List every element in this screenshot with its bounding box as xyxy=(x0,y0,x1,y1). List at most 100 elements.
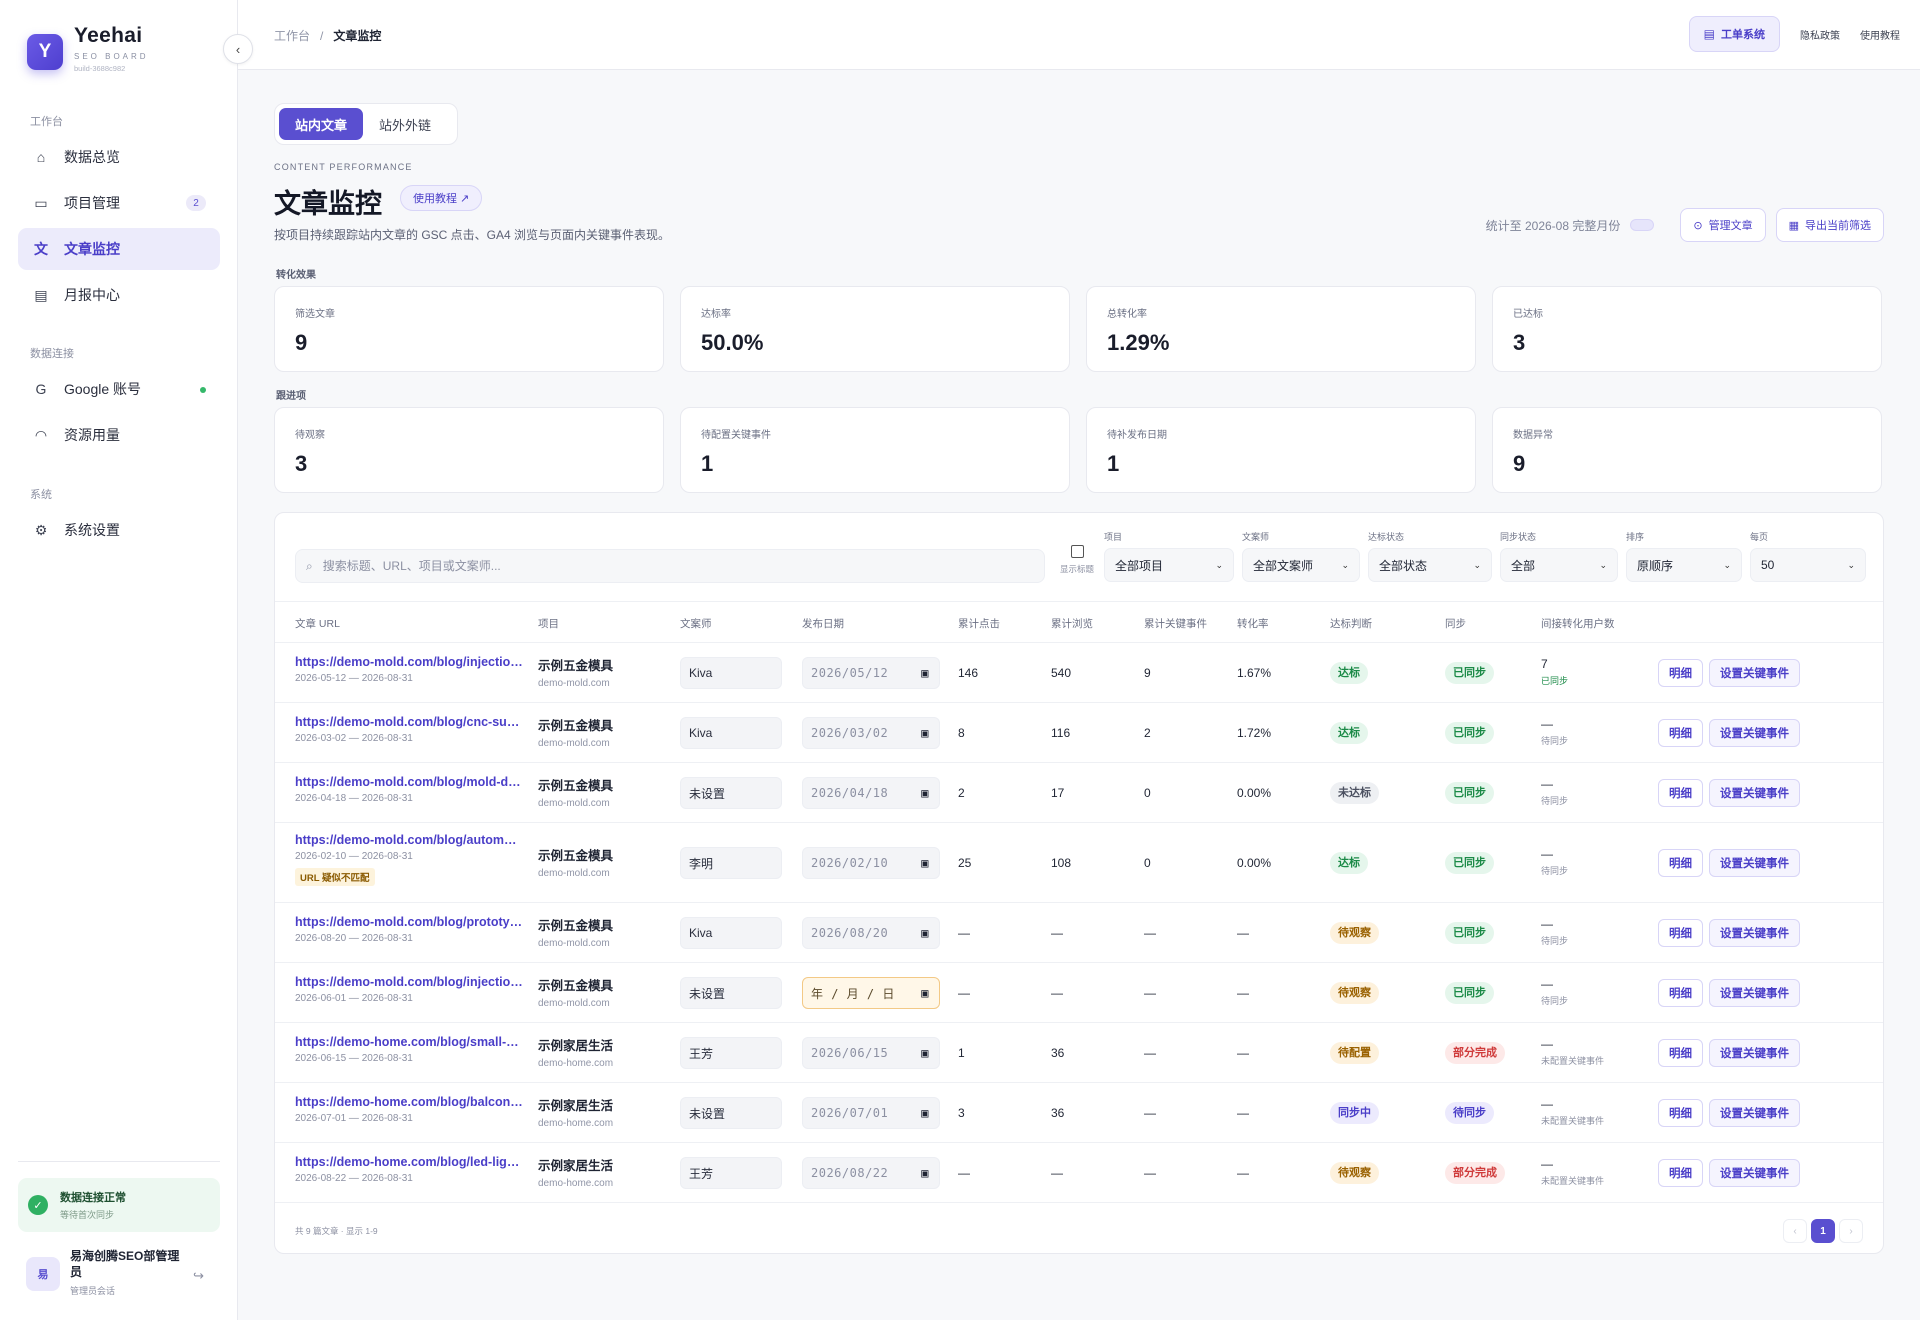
sort-select[interactable]: 原顺序 ⌄ xyxy=(1626,548,1742,582)
calendar-icon[interactable]: ▣ xyxy=(921,856,929,870)
calendar-icon[interactable]: ▣ xyxy=(921,1046,929,1060)
search-input[interactable] xyxy=(322,559,1003,573)
period-toggle[interactable] xyxy=(1630,219,1655,231)
publish-date-input[interactable]: 2026/06/15 ▣ xyxy=(802,1037,940,1069)
project-name: 示例五金模具 xyxy=(538,779,614,793)
detail-button[interactable]: 明细 xyxy=(1658,849,1703,877)
sidebar-item-google[interactable]: G Google 账号 xyxy=(18,368,220,410)
column-header: 发布日期 xyxy=(802,618,844,630)
writer-field[interactable]: 王芳 xyxy=(680,1037,782,1069)
set-key-event-button[interactable]: 设置关键事件 xyxy=(1709,719,1800,747)
sidebar-item-overview[interactable]: ⌂ 数据总览 xyxy=(18,136,220,178)
google-icon: G xyxy=(35,381,47,397)
set-key-event-button[interactable]: 设置关键事件 xyxy=(1709,979,1800,1007)
detail-button[interactable]: 明细 xyxy=(1658,979,1703,1007)
publish-date-input[interactable]: 2026/04/18 ▣ xyxy=(802,777,940,809)
events-value: — xyxy=(1144,986,1156,1000)
brand[interactable]: Y Yeehai SEO BOARD build-3688c982 xyxy=(27,24,149,73)
detail-button[interactable]: 明细 xyxy=(1658,919,1703,947)
sidebar-item-settings[interactable]: ⚙ 系统设置 xyxy=(18,509,220,551)
target-status-badge: 同步中 xyxy=(1330,1102,1379,1124)
sidebar-item-usage[interactable]: ◠ 资源用量 xyxy=(18,414,220,456)
detail-button[interactable]: 明细 xyxy=(1658,779,1703,807)
set-key-event-button[interactable]: 设置关键事件 xyxy=(1709,849,1800,877)
date-value: 2026/08/22 xyxy=(811,1166,889,1180)
manage-articles-button[interactable]: ⊙ 管理文章 xyxy=(1680,208,1766,242)
calendar-icon[interactable]: ▣ xyxy=(921,926,929,940)
writer-select[interactable]: 全部文案师 ⌄ xyxy=(1242,548,1360,582)
search-box[interactable]: ⌕ xyxy=(295,549,1045,583)
publish-date-input[interactable]: 2026/08/22 ▣ xyxy=(802,1157,940,1189)
article-url-link[interactable]: https://demo-mold.com/blog/injection-mol… xyxy=(295,655,523,669)
article-url-link[interactable]: https://demo-home.com/blog/led-lighting xyxy=(295,1155,523,1169)
logout-icon[interactable]: ↪ xyxy=(193,1268,204,1283)
column-header: 累计关键事件 xyxy=(1144,618,1207,630)
sidebar-item-article-monitor[interactable]: 文 文章监控 xyxy=(18,228,220,270)
sidebar-item-reports[interactable]: ▤ 月报中心 xyxy=(18,274,220,316)
writer-field[interactable]: 王芳 xyxy=(680,1157,782,1189)
writer-field[interactable]: 未设置 xyxy=(680,777,782,809)
table-row: https://demo-home.com/blog/balcony-garde… xyxy=(275,1083,1883,1143)
article-url-link[interactable]: https://demo-mold.com/blog/automotive-mo… xyxy=(295,833,523,847)
tab-onsite-articles[interactable]: 站内文章 xyxy=(279,108,364,140)
publish-date-input[interactable]: 年 / 月 / 日 ▣ xyxy=(802,977,940,1009)
show-title-toggle[interactable]: 显示标题 xyxy=(1055,545,1099,575)
tutorial-link[interactable]: 使用教程 xyxy=(1860,30,1900,42)
next-page-button[interactable]: › xyxy=(1839,1219,1863,1243)
breadcrumb-item[interactable]: 工作台 xyxy=(274,29,311,43)
tab-external-links[interactable]: 站外外链 xyxy=(363,108,447,140)
calendar-icon[interactable]: ▣ xyxy=(921,726,929,740)
writer-field[interactable]: 未设置 xyxy=(680,1097,782,1129)
calendar-icon[interactable]: ▣ xyxy=(921,1166,929,1180)
calendar-icon[interactable]: ▣ xyxy=(921,1106,929,1120)
collapse-sidebar-button[interactable]: ‹ xyxy=(223,34,253,64)
writer-field[interactable]: Kiva xyxy=(680,657,782,689)
tutorial-button[interactable]: 使用教程 ↗ xyxy=(400,185,483,211)
article-url-link[interactable]: https://demo-mold.com/blog/cnc-surface-f… xyxy=(295,715,523,729)
article-url-link[interactable]: https://demo-mold.com/blog/mold-design-g… xyxy=(295,775,523,789)
indirect-users-status: 未配置关键事件 xyxy=(1541,1056,1605,1066)
writer-field[interactable]: 李明 xyxy=(680,847,782,879)
article-url-link[interactable]: https://demo-home.com/blog/small-space-s… xyxy=(295,1035,523,1049)
set-key-event-button[interactable]: 设置关键事件 xyxy=(1709,1159,1800,1187)
writer-field[interactable]: Kiva xyxy=(680,717,782,749)
writer-field[interactable]: 未设置 xyxy=(680,977,782,1009)
publish-date-input[interactable]: 2026/03/02 ▣ xyxy=(802,717,940,749)
page-button[interactable]: 1 xyxy=(1811,1219,1835,1243)
calendar-icon[interactable]: ▣ xyxy=(921,986,929,1000)
calendar-icon[interactable]: ▣ xyxy=(921,786,929,800)
page-size-select[interactable]: 50 ⌄ xyxy=(1750,548,1866,582)
export-button[interactable]: ▦ 导出当前筛选 xyxy=(1775,208,1884,242)
article-url-link[interactable]: https://demo-mold.com/blog/injection-cos… xyxy=(295,975,523,989)
article-url-link[interactable]: https://demo-home.com/blog/balcony-garde… xyxy=(295,1095,523,1109)
kpi-label: 筛选文章 xyxy=(295,309,335,320)
detail-button[interactable]: 明细 xyxy=(1658,659,1703,687)
project-select[interactable]: 全部项目 ⌄ xyxy=(1104,548,1234,582)
set-key-event-button[interactable]: 设置关键事件 xyxy=(1709,779,1800,807)
sidebar-item-projects[interactable]: ▭ 项目管理 2 xyxy=(18,182,220,224)
status-select[interactable]: 全部状态 ⌄ xyxy=(1368,548,1492,582)
detail-button[interactable]: 明细 xyxy=(1658,1099,1703,1127)
select-value: 全部文案师 xyxy=(1253,558,1314,573)
publish-date-input[interactable]: 2026/08/20 ▣ xyxy=(802,917,940,949)
article-url-link[interactable]: https://demo-mold.com/blog/prototype-too… xyxy=(295,915,523,929)
writer-field[interactable]: Kiva xyxy=(680,917,782,949)
set-key-event-button[interactable]: 设置关键事件 xyxy=(1709,1099,1800,1127)
prev-page-button[interactable]: ‹ xyxy=(1783,1219,1807,1243)
sync-select[interactable]: 全部 ⌄ xyxy=(1500,548,1618,582)
chevron-left-icon: ‹ xyxy=(235,41,241,57)
publish-date-input[interactable]: 2026/07/01 ▣ xyxy=(802,1097,940,1129)
privacy-link[interactable]: 隐私政策 xyxy=(1800,30,1840,42)
show-title-checkbox[interactable] xyxy=(1070,545,1084,558)
set-key-event-button[interactable]: 设置关键事件 xyxy=(1709,1039,1800,1067)
calendar-icon[interactable]: ▣ xyxy=(921,666,929,680)
set-key-event-button[interactable]: 设置关键事件 xyxy=(1709,919,1800,947)
detail-button[interactable]: 明细 xyxy=(1658,1159,1703,1187)
detail-button[interactable]: 明细 xyxy=(1658,1039,1703,1067)
detail-button[interactable]: 明细 xyxy=(1658,719,1703,747)
publish-date-input[interactable]: 2026/02/10 ▣ xyxy=(802,847,940,879)
publish-date-input[interactable]: 2026/05/12 ▣ xyxy=(802,657,940,689)
set-key-event-button[interactable]: 设置关键事件 xyxy=(1709,659,1800,687)
ticket-system-button[interactable]: ▤ 工单系统 xyxy=(1688,16,1780,52)
conversion-rate-value: 1.67% xyxy=(1237,666,1272,680)
